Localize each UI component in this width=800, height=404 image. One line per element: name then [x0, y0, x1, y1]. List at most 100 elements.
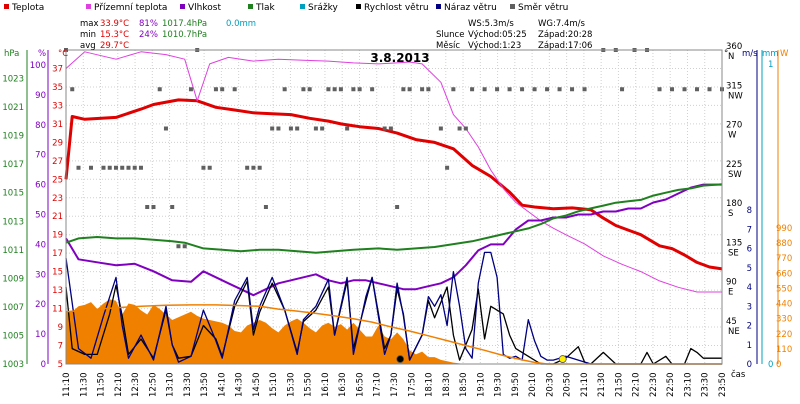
- stats-min-hum: 24%: [139, 30, 158, 40]
- legend-temp: Teplota: [11, 3, 44, 13]
- hpa-tick-label: 1021: [2, 103, 24, 113]
- plot-frame: [65, 49, 723, 365]
- mm-tick-label: 1: [768, 60, 773, 70]
- dir-tick-label: SE: [728, 248, 739, 258]
- wind-dir-point: [707, 87, 712, 92]
- x-tick-label: 17:50: [407, 373, 417, 398]
- hpa-tick-label: 1013: [2, 217, 24, 227]
- stats-min-label: min: [80, 30, 96, 40]
- moon-set: Západ:17:06: [538, 41, 592, 51]
- wind-dir-point: [301, 87, 306, 92]
- x-tick-label: 15:30: [286, 373, 296, 398]
- sun-event-marker: [396, 355, 405, 363]
- wind-dir-point: [470, 87, 475, 92]
- degc-tick-label: 11: [52, 305, 63, 315]
- sun-label: Slunce: [436, 30, 464, 40]
- stats-min-press: 1010.7hPa: [162, 30, 207, 40]
- degc-tick-label: 33: [52, 101, 63, 111]
- stats-min-temp: 15.3°C: [100, 30, 129, 40]
- wind-dir-point: [507, 87, 512, 92]
- x-tick-label: 14:10: [217, 373, 227, 398]
- legend-hum: Vlhkost: [188, 3, 221, 13]
- ms-tick-label: 3: [747, 302, 752, 312]
- pct-tick-label: 0: [41, 360, 46, 370]
- legend-swatch-temp: [4, 4, 9, 9]
- x-tick-label: 19:10: [476, 373, 486, 398]
- wind-dir-point: [570, 87, 575, 92]
- unit-degc: °C: [58, 49, 68, 59]
- wind-dir-point: [382, 126, 387, 131]
- wind-dir-point: [451, 87, 456, 92]
- wind-dir-point: [257, 165, 262, 170]
- solar-tick-label: 0: [776, 360, 781, 370]
- wind-dir-point: [320, 126, 325, 131]
- wind-dir-point: [520, 87, 525, 92]
- moon-rise: Východ:1:23: [468, 41, 521, 51]
- legend-wind: Rychlost větru: [364, 3, 429, 13]
- wind-dir-point: [182, 244, 187, 249]
- legend-dew: Přízemní teplota: [94, 3, 167, 13]
- stats-max-press: 1017.4hPa: [162, 19, 207, 29]
- wind-dir-point: [482, 87, 487, 92]
- pct-tick-label: 30: [35, 270, 46, 280]
- x-tick-label: 18:10: [425, 373, 435, 398]
- stats-avg-temp: 29.7°C: [100, 41, 129, 51]
- solar-tick-label: 110: [776, 345, 792, 355]
- wind-gust-info: WG:7.4m/s: [538, 19, 586, 29]
- mm-tick-label: 0: [768, 360, 773, 370]
- x-tick-label: 23:50: [718, 373, 728, 398]
- degc-tick-label: 23: [52, 194, 63, 204]
- wind-dir-point: [120, 165, 125, 170]
- x-tick-label: 12:10: [114, 373, 124, 398]
- wind-dir-point: [345, 126, 350, 131]
- pct-tick-label: 50: [35, 210, 46, 220]
- dir-tick-label: NW: [728, 91, 743, 101]
- legend: Teplota Přízemní teplota Vlhkost Tlak Sr…: [4, 3, 568, 13]
- x-tick-label: 16:30: [338, 373, 348, 398]
- degc-tick-label: 9: [58, 323, 63, 333]
- x-tick-label: 15:10: [269, 373, 279, 398]
- x-tick-label: 17:30: [390, 373, 400, 398]
- degc-tick-label: 7: [58, 342, 63, 352]
- solar-tick-label: 440: [776, 300, 792, 310]
- pct-tick-label: 20: [35, 300, 46, 310]
- series-group: [64, 51, 723, 365]
- x-tick-label: 21:50: [614, 373, 624, 398]
- wind-dir-point: [232, 87, 237, 92]
- wind-dir-point: [170, 205, 175, 209]
- x-tick-label: 17:10: [373, 373, 383, 398]
- wind-dir-point: [220, 87, 225, 92]
- wind-dir-point: [88, 165, 93, 170]
- hpa-tick-label: 1011: [2, 246, 24, 256]
- legend-swatch-dew: [86, 4, 91, 9]
- ms-tick-label: 2: [747, 322, 752, 332]
- wind-dir-point: [313, 126, 318, 131]
- legend-swatch-rain: [300, 4, 305, 9]
- wind-dir-point: [351, 87, 356, 92]
- wind-dir-point: [388, 126, 393, 131]
- wind-dir-point: [401, 87, 406, 92]
- wind-dir-point: [176, 244, 181, 249]
- x-tick-label: 21:10: [580, 373, 590, 398]
- x-tick-label: 11:10: [62, 373, 72, 398]
- ms-tick-label: 6: [747, 245, 752, 255]
- wind-dir-point: [657, 87, 662, 92]
- x-tick-label: 22:50: [666, 373, 676, 398]
- solar-tick-label: 990: [776, 224, 792, 234]
- x-tick-label: 16:10: [321, 373, 331, 398]
- wind-dir-point: [126, 165, 131, 170]
- degc-tick-label: 25: [52, 175, 63, 185]
- dir-tick-deg: 180: [726, 199, 742, 209]
- ms-tick-label: 4: [747, 283, 752, 293]
- x-tick-label: 22:10: [632, 373, 642, 398]
- wind-dir-point: [132, 165, 137, 170]
- stats-max-rain: 0.0mm: [226, 19, 256, 29]
- solar-radiation-area: [66, 299, 466, 364]
- stats-max-label: max: [80, 19, 99, 29]
- legend-press: Tlak: [255, 3, 276, 13]
- chart-date: 3.8.2013: [370, 51, 429, 65]
- wind-dir-point: [113, 165, 118, 170]
- pct-tick-label: 10: [35, 330, 46, 340]
- degc-tick-label: 27: [52, 157, 63, 167]
